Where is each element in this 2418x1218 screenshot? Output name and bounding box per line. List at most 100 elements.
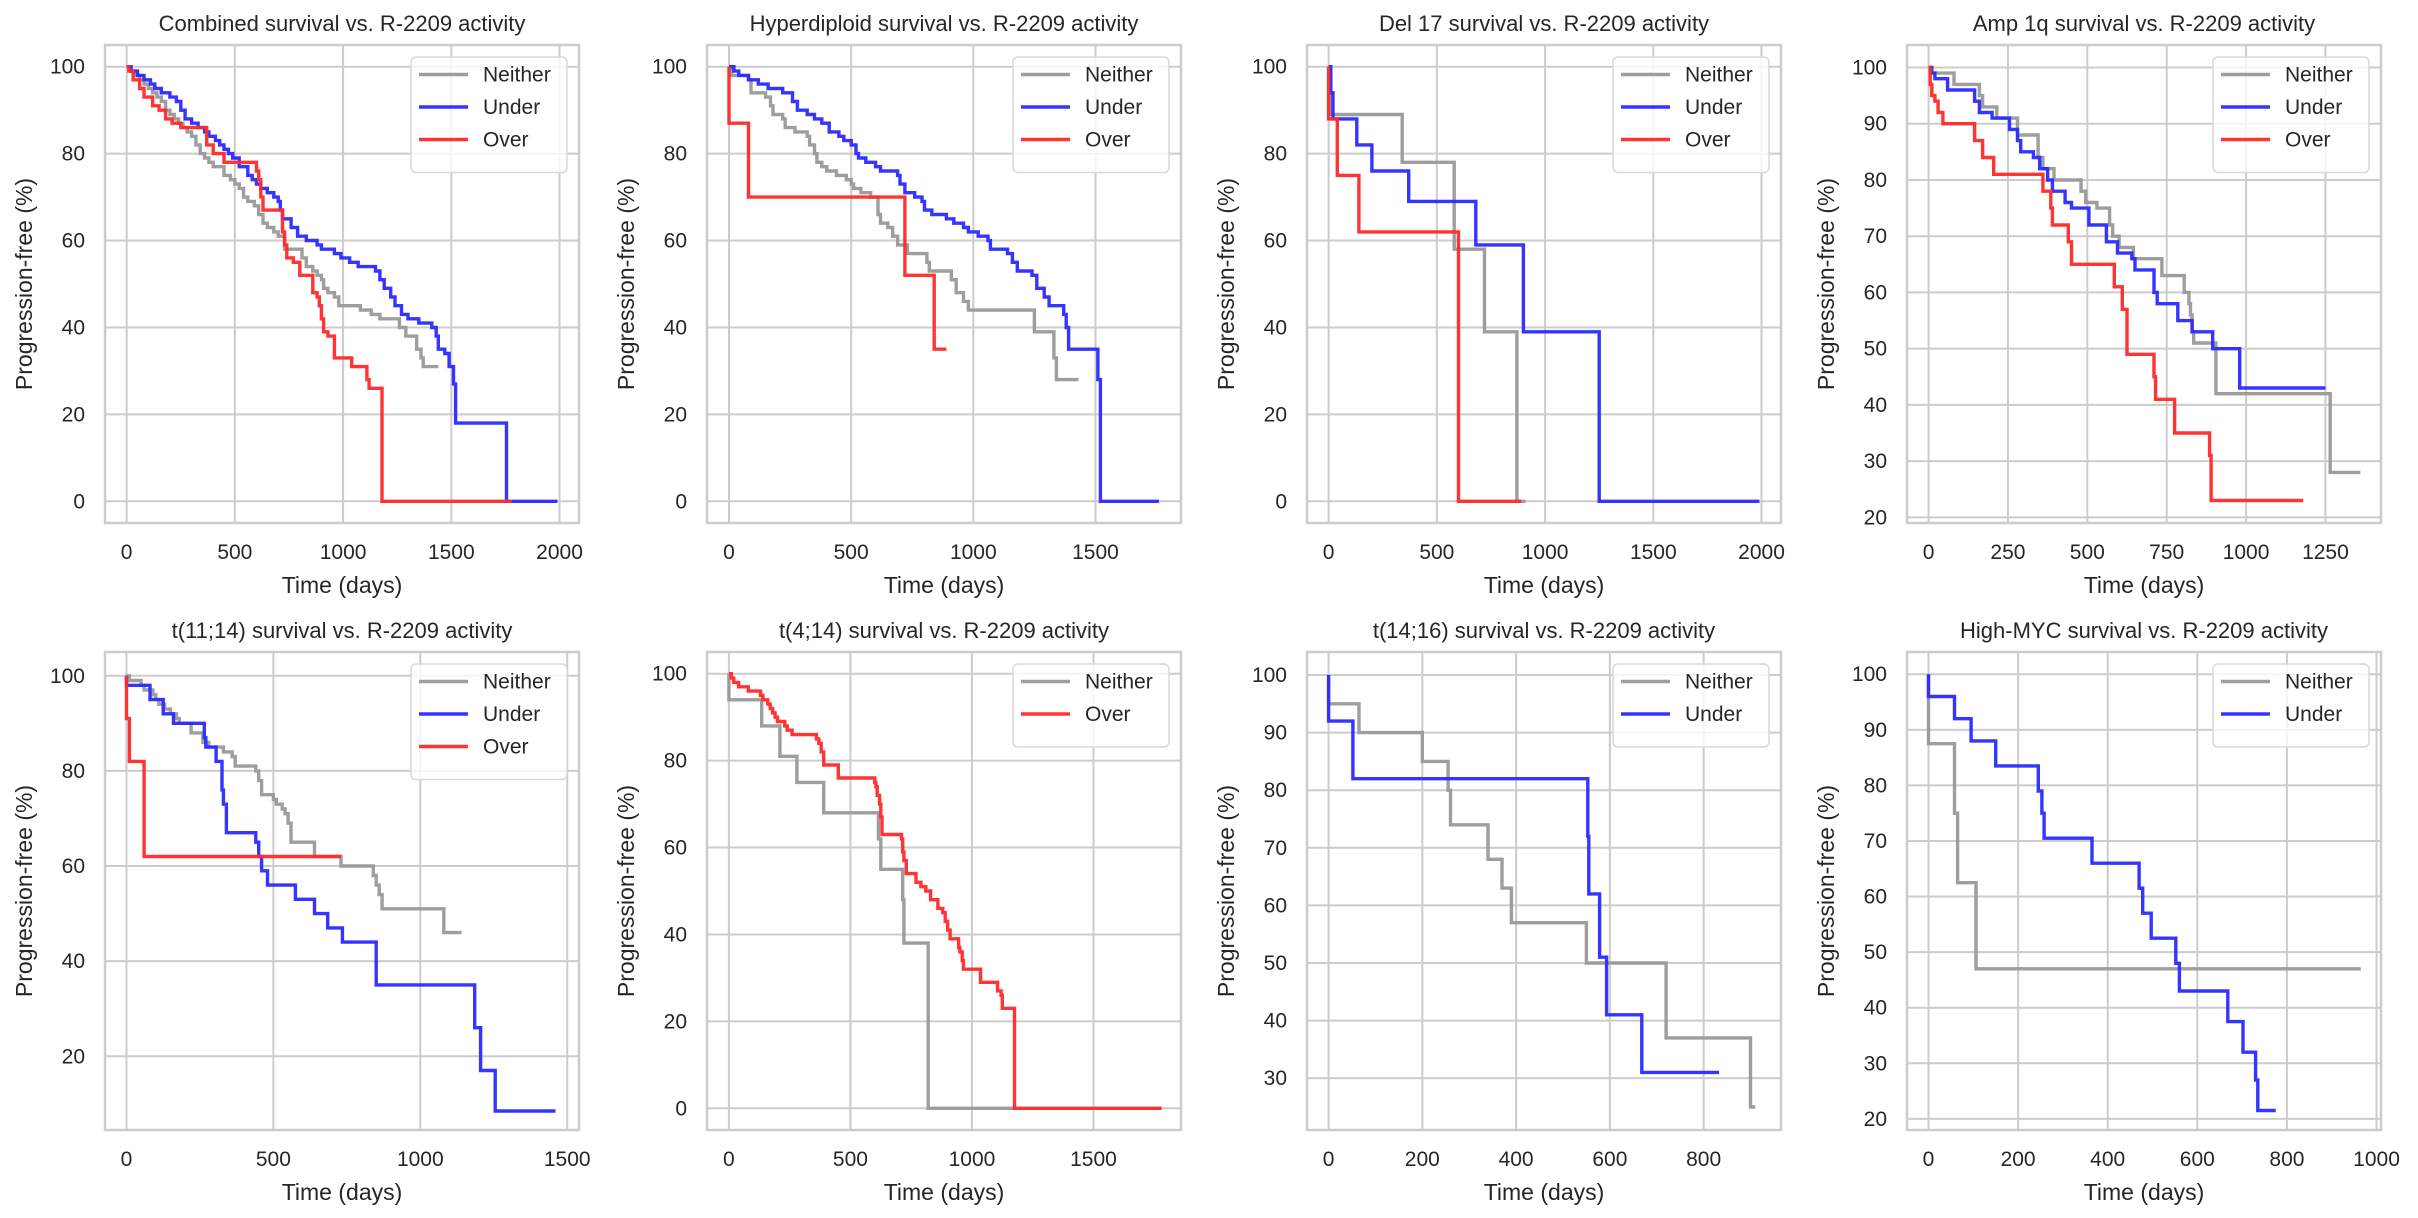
y-tick-label: 30 [1864, 1052, 1887, 1075]
series-group [1326, 65, 1760, 503]
series-line-neither [1326, 675, 1756, 1109]
legend-box [1612, 663, 1770, 748]
x-tick-label: 0 [1923, 1148, 1935, 1171]
x-axis-label: Time (days) [282, 1179, 403, 1205]
y-tick-label: 100 [1252, 56, 1287, 79]
legend-label-neither: Neither [2285, 64, 2353, 87]
legend-box [1012, 663, 1170, 748]
y-tick-label: 60 [664, 837, 687, 860]
y-tick-label: 70 [1864, 830, 1887, 853]
series-line-neither [729, 65, 1079, 382]
y-tick-label: 80 [1864, 774, 1887, 797]
legend-box [2212, 663, 2370, 748]
x-tick-label: 400 [2090, 1148, 2125, 1171]
y-tick-label: 20 [664, 1010, 687, 1033]
y-tick-label: 30 [1864, 450, 1887, 473]
legend-label-over: Over [483, 736, 529, 759]
x-tick-label: 500 [217, 541, 252, 564]
x-tick-label: 1000 [950, 541, 997, 564]
y-tick-label: 60 [1264, 894, 1287, 917]
x-tick-label: 1500 [428, 541, 475, 564]
subplot-title: Combined survival vs. R-2209 activity [159, 11, 526, 36]
y-tick-label: 100 [652, 663, 687, 686]
x-tick-label: 1250 [2302, 541, 2349, 564]
subplot-title: High-MYC survival vs. R-2209 activity [1960, 618, 2328, 643]
y-tick-label: 80 [664, 750, 687, 773]
x-axis-label: Time (days) [1484, 572, 1605, 598]
x-tick-label: 0 [723, 1148, 735, 1171]
y-tick-label: 90 [1864, 719, 1887, 742]
legend-box [2212, 56, 2370, 174]
y-tick-label: 80 [1264, 779, 1287, 802]
x-tick-label: 0 [723, 541, 735, 564]
legend-label-over: Over [1685, 129, 1731, 152]
legend-label-under: Under [1085, 96, 1142, 119]
y-tick-label: 100 [50, 665, 85, 688]
series-group [1926, 674, 2361, 1113]
series-line-over [1326, 66, 1522, 503]
y-tick-label: 40 [1864, 997, 1887, 1020]
legend: Neither Under [2212, 663, 2370, 748]
axes-frame [1305, 43, 1783, 525]
legend: Neither Under Over [410, 56, 568, 174]
series-group [1928, 65, 2361, 503]
subplot-grid: Combined survival vs. R-2209 activity 0 50… [11, 11, 2400, 1205]
y-tick-label: 40 [62, 950, 85, 973]
x-tick-label: 750 [2149, 541, 2184, 564]
series-line-over [126, 65, 512, 503]
x-tick-label: 0 [121, 1148, 133, 1171]
y-tick-label: 60 [1864, 281, 1887, 304]
y-axis-label: Progression-free (%) [1213, 785, 1239, 997]
legend-label-over: Over [483, 129, 529, 152]
y-tick-label: 100 [50, 56, 85, 79]
y-tick-label: 60 [62, 855, 85, 878]
subplot-combined: Combined survival vs. R-2209 activity 0 50… [11, 11, 583, 598]
x-tick-label: 200 [2001, 1148, 2036, 1171]
series-line-under [126, 65, 558, 503]
legend: Neither Under Over [410, 663, 568, 781]
series-line-under [1926, 674, 2276, 1113]
subplot-title: t(11;14) survival vs. R-2209 activity [172, 618, 513, 643]
subplot-title: t(4;14) survival vs. R-2209 activity [779, 618, 1109, 643]
y-tick-label: 100 [1852, 663, 1887, 686]
legend-label-over: Over [1085, 703, 1131, 726]
series-group [727, 65, 1159, 503]
axes-frame [705, 650, 1183, 1132]
y-tick-label: 40 [62, 316, 85, 339]
x-axis-label: Time (days) [2084, 572, 2205, 598]
legend-label-neither: Neither [483, 64, 551, 87]
y-tick-label: 20 [664, 403, 687, 426]
y-tick-label: 40 [1264, 316, 1287, 339]
series-line-under [124, 675, 556, 1113]
legend: Neither Over [1012, 663, 1170, 748]
y-tick-label: 50 [1864, 941, 1887, 964]
y-tick-label: 80 [62, 760, 85, 783]
axes-frame [1905, 650, 2383, 1132]
legend: Neither Under Over [1012, 56, 1170, 174]
y-tick-label: 60 [1264, 230, 1287, 253]
x-tick-label: 0 [1323, 1148, 1335, 1171]
legend-label-under: Under [1685, 96, 1742, 119]
x-tick-label: 1500 [1072, 541, 1119, 564]
y-tick-label: 50 [1264, 952, 1287, 975]
subplot-title: Del 17 survival vs. R-2209 activity [1379, 11, 1709, 36]
y-tick-label: 0 [675, 1097, 687, 1120]
legend-label-neither: Neither [483, 671, 551, 694]
y-axis-label: Progression-free (%) [1213, 178, 1239, 390]
legend: Neither Under Over [2212, 56, 2370, 174]
legend-box [410, 56, 568, 174]
y-tick-label: 20 [62, 1045, 85, 1068]
x-tick-label: 200 [1405, 1148, 1440, 1171]
series-line-neither [1926, 674, 2361, 971]
series-line-over [727, 66, 947, 351]
y-tick-label: 40 [664, 316, 687, 339]
y-axis-label: Progression-free (%) [613, 785, 639, 997]
series-group [1326, 675, 1756, 1109]
x-tick-label: 250 [1990, 541, 2025, 564]
y-tick-label: 90 [1264, 722, 1287, 745]
x-tick-label: 500 [833, 1148, 868, 1171]
y-tick-label: 40 [1864, 394, 1887, 417]
x-tick-label: 0 [121, 541, 133, 564]
y-axis-label: Progression-free (%) [11, 785, 37, 997]
y-tick-label: 50 [1864, 338, 1887, 361]
